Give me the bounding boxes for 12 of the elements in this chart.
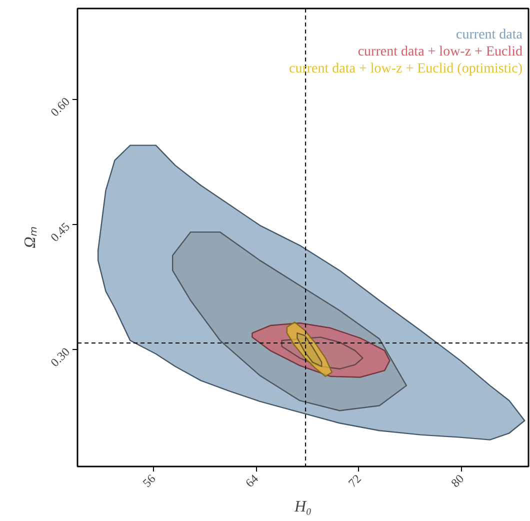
x-axis-title: H₀ xyxy=(293,498,312,516)
x-tick-label: 56 xyxy=(140,472,158,490)
y-tick-label: 0.60 xyxy=(48,94,72,120)
x-tick-label: 80 xyxy=(448,472,467,490)
text: current data xyxy=(456,28,524,42)
x-tick-label: 72 xyxy=(345,472,364,490)
y-tick-label: 0.45 xyxy=(48,220,72,244)
text: current data + low-z + Euclid (optimistic) xyxy=(289,62,523,76)
y-tick-label: 0.30 xyxy=(48,344,72,370)
x-tick-label: 64 xyxy=(242,472,262,490)
text: current data + low-z + Euclid xyxy=(358,44,522,60)
y-axis-title: Ωₘ xyxy=(22,226,39,248)
